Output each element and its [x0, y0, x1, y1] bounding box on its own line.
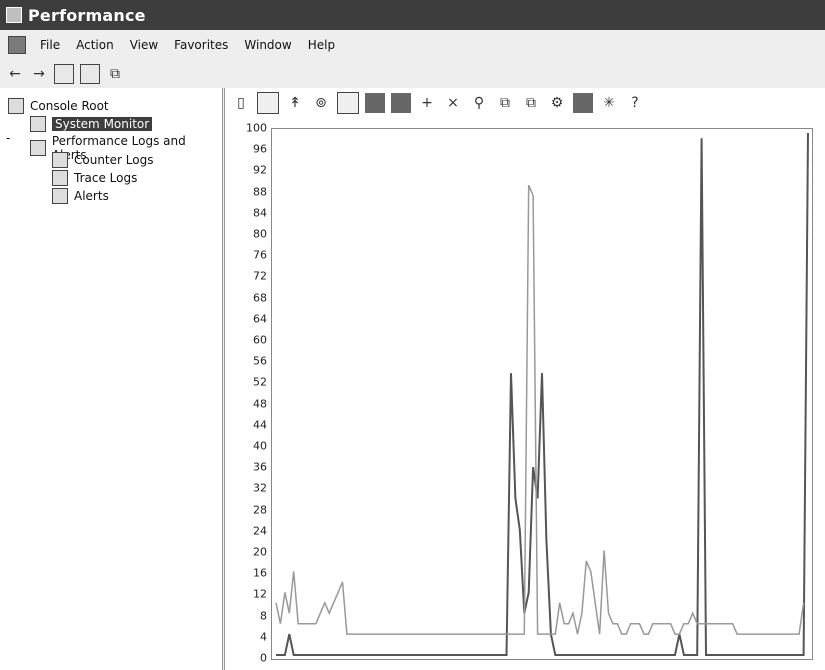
performance-chart	[275, 132, 809, 656]
y-tick-label: 84	[253, 206, 267, 220]
new-counter-set-icon[interactable]: ▯	[237, 95, 245, 111]
counter-logs-icon	[52, 152, 68, 168]
back-arrow-icon[interactable]: ←	[9, 66, 21, 82]
view-histogram-icon[interactable]	[365, 93, 385, 113]
y-tick-label: 24	[253, 524, 267, 538]
tree-system-monitor[interactable]: System Monitor	[30, 116, 153, 132]
forward-arrow-icon[interactable]: →	[33, 66, 45, 82]
menu-window[interactable]: Window	[244, 38, 292, 52]
y-tick-label: 92	[253, 163, 267, 177]
update-data-icon[interactable]: ✳	[603, 95, 615, 111]
menu-help[interactable]: Help	[307, 38, 336, 52]
delete-counter-icon[interactable]: ×	[447, 95, 459, 111]
menu-favorites[interactable]: Favorites	[174, 38, 229, 52]
view-graph-icon[interactable]	[337, 92, 359, 114]
y-tick-label: 64	[253, 312, 267, 326]
performance-logs-icon	[30, 140, 46, 156]
tree-counter-logs[interactable]: Counter Logs	[52, 152, 153, 168]
collapse-icon[interactable]: -	[6, 131, 11, 145]
y-tick-label: 4	[260, 630, 267, 644]
help-icon[interactable]: ?	[631, 95, 639, 111]
y-tick-label: 96	[253, 142, 267, 156]
y-tick-label: 80	[253, 227, 267, 241]
y-tick-label: 8	[260, 609, 267, 623]
title-bar: Performance	[0, 0, 825, 30]
y-axis: 100 96 92 88 84 80 76 72 68 64 60 56 52 …	[225, 122, 271, 665]
y-tick-label: 32	[253, 481, 267, 495]
copy-properties-icon[interactable]: ⧉	[500, 95, 510, 111]
y-tick-label: 68	[253, 291, 267, 305]
tree-trace-logs[interactable]: Trace Logs	[52, 170, 137, 186]
y-tick-label: 60	[253, 333, 267, 347]
y-tick-label: 52	[253, 375, 267, 389]
plot-area	[271, 128, 813, 660]
y-tick-label: 44	[253, 418, 267, 432]
clear-display-icon[interactable]	[257, 92, 279, 114]
menu-action[interactable]: Action	[76, 38, 114, 52]
y-tick-label: 100	[246, 121, 267, 135]
y-tick-label: 36	[253, 460, 267, 474]
menu-bar: File Action View Favorites Window Help	[0, 30, 825, 60]
folder-icon	[8, 98, 24, 114]
menu-view[interactable]: View	[129, 38, 159, 52]
y-tick-label: 48	[253, 397, 267, 411]
series-line	[276, 132, 809, 656]
window-title: Performance	[28, 5, 146, 25]
console-tree: Console Root System Monitor - Performanc…	[0, 88, 223, 670]
menu-file[interactable]: File	[40, 38, 61, 52]
system-monitor-toolbar: ▯ ↟ ⊚ + × ⚲ ⧉ ⧉ ⚙ ✳ ?	[225, 88, 825, 118]
view-log-data-icon[interactable]: ⊚	[315, 95, 327, 111]
properties-icon[interactable]: ⚙	[550, 95, 564, 111]
mmc-icon	[8, 36, 26, 54]
show-hide-console-tree-icon[interactable]	[54, 64, 74, 84]
performance-app-icon	[6, 7, 22, 23]
alerts-icon	[52, 188, 68, 204]
y-tick-label: 56	[253, 354, 267, 368]
y-tick-label: 28	[253, 503, 267, 517]
system-monitor-icon	[30, 116, 46, 132]
y-tick-label: 72	[253, 269, 267, 283]
properties-icon[interactable]: ⧉	[110, 66, 120, 82]
tree-label: Counter Logs	[74, 153, 154, 167]
paste-counter-list-icon[interactable]: ⧉	[526, 95, 536, 111]
y-tick-label: 76	[253, 248, 267, 262]
tree-label: Console Root	[30, 99, 109, 113]
y-tick-label: 40	[253, 439, 267, 453]
up-one-level-icon[interactable]	[80, 64, 100, 84]
highlight-icon[interactable]: ⚲	[473, 95, 485, 111]
mmc-toolbar: ← → ⧉	[0, 60, 825, 88]
system-monitor-panel: ▯ ↟ ⊚ + × ⚲ ⧉ ⧉ ⚙ ✳ ? 100 96 92 88 84 80…	[224, 88, 825, 670]
y-tick-label: 20	[253, 545, 267, 559]
tree-alerts[interactable]: Alerts	[52, 188, 109, 204]
y-tick-label: 16	[253, 566, 267, 580]
y-tick-label: 12	[253, 587, 267, 601]
y-tick-label: 0	[260, 651, 267, 665]
tree-label: Alerts	[74, 189, 109, 203]
tree-performance-logs[interactable]: Performance Logs and Alerts	[30, 134, 222, 162]
add-counter-icon[interactable]: +	[421, 95, 433, 111]
tree-console-root[interactable]: Console Root	[8, 98, 109, 114]
view-report-icon[interactable]	[391, 93, 411, 113]
tree-label: System Monitor	[52, 117, 153, 131]
view-current-activity-icon[interactable]: ↟	[289, 95, 301, 111]
trace-logs-icon	[52, 170, 68, 186]
freeze-display-icon[interactable]	[573, 93, 593, 113]
tree-label: Trace Logs	[74, 171, 138, 185]
y-tick-label: 88	[253, 185, 267, 199]
series-line	[275, 184, 805, 635]
